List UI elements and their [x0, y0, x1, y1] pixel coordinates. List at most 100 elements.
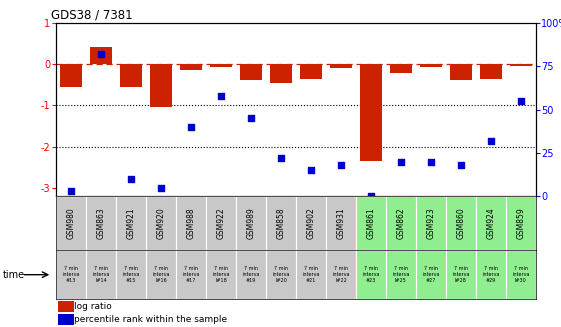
Bar	[206, 250, 236, 299]
Text: time: time	[3, 270, 25, 280]
Bar	[476, 250, 506, 299]
Bar	[420, 64, 442, 67]
Text: GSM858: GSM858	[277, 207, 286, 239]
Point	[486, 138, 495, 143]
Point	[366, 194, 375, 199]
Bar	[270, 64, 292, 83]
Text: GSM921: GSM921	[127, 207, 136, 239]
Bar	[416, 250, 446, 299]
Text: 7 min
interva
#13: 7 min interva #13	[62, 266, 80, 284]
Bar	[296, 196, 326, 250]
Text: GSM920: GSM920	[157, 207, 165, 239]
Text: 7 min
interva
#17: 7 min interva #17	[182, 266, 200, 284]
Point	[426, 159, 435, 164]
Bar	[56, 196, 86, 250]
Bar	[240, 64, 262, 80]
Bar	[330, 64, 352, 68]
Text: 7 min
interva
#21: 7 min interva #21	[302, 266, 320, 284]
Point	[456, 163, 465, 168]
Point	[127, 176, 136, 181]
Point	[246, 115, 255, 121]
Text: 7 min
interva
#15: 7 min interva #15	[122, 266, 140, 284]
Text: 7 min
interva
l#30: 7 min interva l#30	[512, 266, 530, 284]
Text: GSM861: GSM861	[366, 207, 375, 239]
Bar	[120, 64, 142, 87]
Bar	[86, 196, 116, 250]
Text: GSM859: GSM859	[516, 207, 525, 239]
Bar	[86, 250, 116, 299]
Point	[67, 188, 76, 194]
Point	[217, 93, 226, 98]
Point	[277, 155, 286, 161]
Bar	[389, 64, 412, 73]
Text: GSM863: GSM863	[96, 207, 105, 239]
Text: 7 min
interva
l#20: 7 min interva l#20	[272, 266, 289, 284]
Text: GSM980: GSM980	[67, 207, 76, 239]
Bar	[506, 250, 536, 299]
Bar	[416, 196, 446, 250]
Bar	[210, 64, 232, 67]
Point	[306, 167, 315, 173]
Text: 7 min
interva
#29: 7 min interva #29	[482, 266, 499, 284]
Text: GSM862: GSM862	[397, 207, 406, 239]
Bar	[446, 196, 476, 250]
Bar	[116, 250, 146, 299]
Text: 7 min
interva
#19: 7 min interva #19	[242, 266, 260, 284]
Bar	[56, 250, 86, 299]
Bar	[360, 64, 382, 161]
Bar	[176, 196, 206, 250]
Bar	[386, 196, 416, 250]
Bar	[146, 196, 176, 250]
Bar	[206, 196, 236, 250]
Text: GSM924: GSM924	[486, 207, 495, 239]
Point	[157, 185, 165, 190]
Bar	[266, 250, 296, 299]
Text: 7 min
interva
#27: 7 min interva #27	[422, 266, 440, 284]
Point	[186, 124, 195, 129]
Text: GSM989: GSM989	[246, 207, 255, 239]
Bar	[476, 196, 506, 250]
Bar	[356, 250, 386, 299]
Text: 7 min
interva
l#14: 7 min interva l#14	[93, 266, 110, 284]
Bar	[296, 250, 326, 299]
Point	[337, 163, 346, 168]
Text: GDS38 / 7381: GDS38 / 7381	[51, 9, 133, 22]
Text: GSM923: GSM923	[426, 207, 435, 239]
Bar	[58, 314, 74, 325]
Bar	[180, 64, 203, 70]
Text: GSM931: GSM931	[337, 207, 346, 239]
Bar	[356, 196, 386, 250]
Bar	[506, 196, 536, 250]
Bar	[300, 64, 322, 78]
Text: 7 min
interva
l#28: 7 min interva l#28	[452, 266, 470, 284]
Point	[516, 98, 525, 103]
Bar	[236, 196, 266, 250]
Bar	[236, 250, 266, 299]
Text: log ratio: log ratio	[74, 302, 112, 312]
Text: percentile rank within the sample: percentile rank within the sample	[74, 315, 227, 324]
Bar	[326, 250, 356, 299]
Bar	[146, 250, 176, 299]
Text: 7 min
interva
l#16: 7 min interva l#16	[152, 266, 170, 284]
Bar	[449, 64, 472, 80]
Text: GSM902: GSM902	[306, 207, 315, 239]
Bar	[326, 196, 356, 250]
Text: GSM988: GSM988	[186, 207, 195, 239]
Text: GSM860: GSM860	[456, 207, 465, 239]
Bar	[509, 64, 532, 66]
Text: GSM922: GSM922	[217, 207, 226, 239]
Bar	[60, 64, 82, 87]
Text: 7 min
interva
l#18: 7 min interva l#18	[212, 266, 230, 284]
Point	[397, 159, 406, 164]
Bar	[90, 47, 112, 64]
Point	[96, 51, 105, 57]
Bar	[386, 250, 416, 299]
Bar	[58, 301, 74, 312]
Bar	[116, 196, 146, 250]
Bar	[150, 64, 172, 108]
Bar	[446, 250, 476, 299]
Bar	[480, 64, 502, 78]
Text: 7 min
interva
#23: 7 min interva #23	[362, 266, 380, 284]
Bar	[266, 196, 296, 250]
Text: 7 min
interva
l#22: 7 min interva l#22	[332, 266, 350, 284]
